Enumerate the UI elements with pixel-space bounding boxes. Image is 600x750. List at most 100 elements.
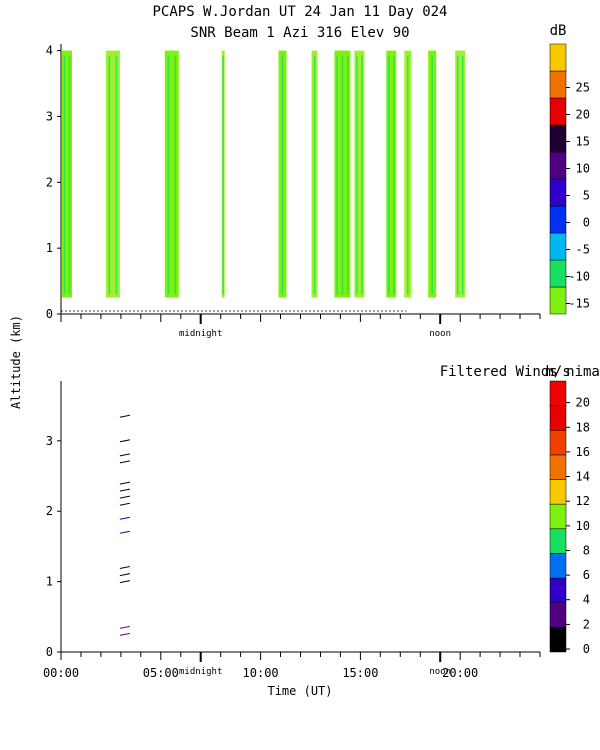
colorbar-swatch [549, 405, 567, 431]
snr-data-layer [61, 50, 466, 312]
winds-x-tick-label: 20:00 [442, 666, 478, 680]
snr-y-tick-label: 1 [46, 241, 53, 255]
snr-band [62, 50, 72, 298]
snr-colorbar: dB -15 -10 -5 0 5 10 15 20 25 [549, 23, 590, 315]
chart-title-line2: SNR Beam 1 Azi 316 Elev 90 [190, 25, 409, 41]
snr-y-tick-label: 4 [46, 44, 53, 58]
colorbar-swatch [549, 124, 567, 153]
colorbar-swatch [549, 430, 567, 456]
colorbar-tick-label: 20 [576, 396, 590, 410]
wind-barb [119, 625, 130, 629]
winds-x-tick-label: 00:00 [43, 666, 79, 680]
x-axis-label: Time (UT) [267, 684, 332, 698]
snr-y-ticks: 0 1 2 3 4 [46, 44, 61, 321]
colorbar-tick-label: 10 [576, 519, 590, 533]
colorbar-swatch [549, 627, 567, 653]
wind-barb [119, 516, 130, 520]
chart-title-line1: PCAPS W.Jordan UT 24 Jan 11 Day 024 [152, 4, 447, 20]
wind-barb [119, 460, 130, 464]
colorbar-swatch [549, 602, 567, 628]
winds-y-tick-label: 1 [46, 575, 53, 589]
colorbar-swatch [549, 286, 567, 315]
colorbar-tick-label: -15 [568, 297, 590, 311]
snr-band [164, 50, 179, 298]
colorbar-swatch [549, 479, 567, 505]
colorbar-tick-label: 8 [583, 544, 590, 558]
wind-barb [119, 580, 130, 584]
colorbar-tick-label: 0 [583, 642, 590, 656]
snr-y-tick-label: 2 [46, 175, 53, 189]
time-marker-label: noon [429, 329, 451, 339]
colorbar-swatch [549, 97, 567, 126]
wind-barb [119, 495, 130, 499]
colorbar-tick-label: 25 [576, 81, 590, 95]
snr-colorbar-unit: dB [550, 23, 567, 39]
colorbar-tick-label: 5 [583, 189, 590, 203]
wind-barb [119, 632, 130, 636]
colorbar-tick-label: 0 [583, 216, 590, 230]
wind-barb [119, 488, 130, 492]
time-marker-label: noon [429, 667, 451, 677]
wind-barb [119, 573, 130, 577]
winds-x-tick-label: 15:00 [342, 666, 378, 680]
winds-y-tick-label: 3 [46, 434, 53, 448]
snr-y-tick-label: 0 [46, 307, 53, 321]
winds-colorbar: m/s 0 2 4 6 8 10 12 14 16 18 20 [545, 364, 590, 656]
colorbar-swatch [549, 503, 567, 530]
colorbar-tick-label: 6 [583, 568, 590, 582]
colorbar-tick-label: 12 [576, 494, 590, 508]
colorbar-tick-label: 14 [576, 470, 590, 484]
wind-barb [119, 502, 130, 506]
colorbar-swatch [549, 259, 567, 288]
colorbar-tick-label: 15 [576, 135, 590, 149]
winds-y-tick-label: 2 [46, 504, 53, 518]
colorbar-swatch [549, 70, 567, 99]
winds-plot: 0 1 2 3 00:00 05:00 10:00 15:00 20:00 midnight n… [43, 381, 541, 698]
colorbar-tick-label: 2 [583, 617, 590, 631]
colorbar-swatch [549, 553, 567, 579]
colorbar-swatch [549, 232, 567, 261]
wind-barb [119, 439, 130, 443]
colorbar-tick-label: 4 [583, 593, 590, 607]
y-axis-label: Altitude (km) [9, 315, 23, 409]
colorbar-swatch [549, 205, 567, 234]
winds-y-ticks: 0 1 2 3 [46, 434, 61, 659]
colorbar-swatch [549, 151, 567, 180]
time-marker-label: midnight [179, 667, 222, 677]
colorbar-swatch [549, 43, 567, 72]
wind-barbs-layer [119, 414, 130, 636]
colorbar-tick-label: 20 [576, 108, 590, 122]
wind-barb [119, 414, 130, 418]
colorbar-swatch [549, 380, 567, 406]
colorbar-swatch [549, 454, 567, 480]
colorbar-swatch [549, 178, 567, 207]
colorbar-tick-label: 10 [576, 162, 590, 176]
colorbar-tick-label: 16 [576, 445, 590, 459]
colorbar-swatch [549, 528, 567, 554]
winds-time-markers: midnight noon [179, 652, 451, 677]
winds-colorbar-unit: m/s [545, 364, 570, 380]
winds-title: Filtered Winds nima. [440, 364, 600, 380]
snr-plot: 0 1 2 3 4 midnight noon [46, 44, 541, 339]
winds-x-tick-label: 05:00 [143, 666, 179, 680]
snr-y-tick-label: 3 [46, 109, 53, 123]
snr-band [105, 50, 120, 298]
winds-x-ticks: 00:00 05:00 10:00 15:00 20:00 [43, 652, 541, 680]
wind-barb [119, 481, 130, 485]
wind-barb [119, 566, 130, 569]
snr-band [455, 50, 466, 298]
colorbar-tick-label: -5 [576, 243, 590, 257]
colorbar-swatch [549, 577, 567, 603]
snr-x-ticks [60, 314, 541, 322]
snr-band [354, 50, 365, 298]
winds-x-tick-label: 10:00 [243, 666, 279, 680]
wind-barb [119, 530, 130, 534]
colorbar-tick-label: 18 [576, 420, 590, 434]
wind-barb [119, 453, 130, 457]
snr-time-markers: midnight noon [179, 314, 451, 339]
time-marker-label: midnight [179, 329, 222, 339]
colorbar-tick-label: -10 [568, 270, 590, 284]
winds-y-tick-label: 0 [46, 645, 53, 659]
snr-band [386, 50, 397, 298]
